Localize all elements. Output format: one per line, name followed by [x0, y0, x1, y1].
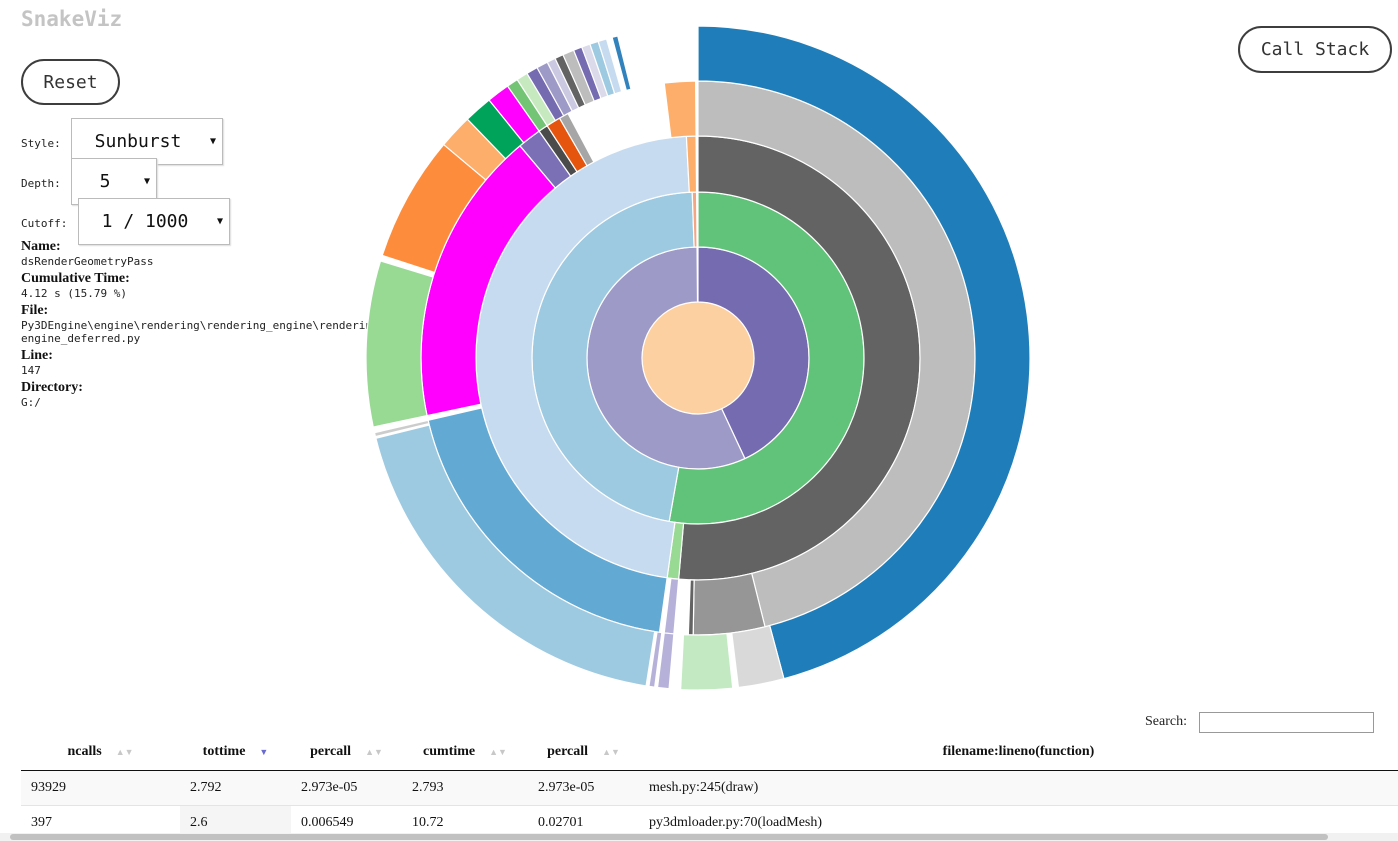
sort-icon: ▲▼: [365, 746, 383, 757]
name-value: dsRenderGeometryPass: [21, 255, 154, 268]
style-label: Style:: [21, 137, 61, 150]
column-header-percall-cum[interactable]: percall ▲▼: [528, 734, 639, 771]
sunburst-segment[interactable]: [365, 260, 434, 428]
sort-desc-icon: ▼: [259, 746, 269, 757]
sunburst-segment[interactable]: [656, 632, 675, 690]
sunburst-segment[interactable]: [648, 631, 663, 688]
name-label: Name:: [21, 239, 61, 254]
file-label: File:: [21, 303, 49, 318]
sunburst-segment[interactable]: [697, 25, 1031, 680]
column-header-function[interactable]: filename:lineno(function): [639, 734, 1398, 771]
info-panel: Name: dsRenderGeometryPass Cumulative Ti…: [21, 239, 391, 412]
sunburst-chart[interactable]: [0, 0, 1398, 700]
search-label: Search:: [1145, 714, 1187, 729]
search-input[interactable]: [1199, 712, 1374, 733]
directory-value: G:/: [21, 396, 41, 409]
column-header-cumtime[interactable]: cumtime ▲▼: [402, 734, 528, 771]
cumtime-value: 4.12 s (15.79 %): [21, 287, 127, 300]
depth-select-value: 5: [99, 171, 111, 192]
sunburst-segment[interactable]: [679, 632, 734, 691]
sunburst-segment[interactable]: [687, 579, 695, 636]
sunburst-segment[interactable]: [731, 624, 785, 689]
cell-percall: 2.973e-05: [291, 770, 402, 806]
call-stack-button[interactable]: Call Stack: [1238, 26, 1392, 73]
cell-percall-cum: 2.973e-05: [528, 770, 639, 806]
chevron-down-icon: ▼: [143, 176, 151, 187]
horizontal-scrollbar[interactable]: [0, 833, 1398, 841]
cell-function: mesh.py:245(draw): [639, 770, 1398, 806]
sort-icon: ▲▼: [115, 746, 134, 757]
line-label: Line:: [21, 348, 53, 363]
depth-label: Depth:: [21, 177, 61, 190]
chevron-down-icon: ▼: [209, 136, 217, 147]
column-header-percall[interactable]: percall ▲▼: [291, 734, 402, 771]
directory-label: Directory:: [21, 380, 83, 395]
sunburst-segment[interactable]: [663, 80, 697, 139]
cell-cumtime: 2.793: [402, 770, 528, 806]
sunburst-segment[interactable]: [597, 38, 623, 95]
cutoff-select-value: 1 / 1000: [101, 211, 189, 232]
column-header-ncalls[interactable]: ncalls ▲▼: [21, 734, 180, 771]
sunburst-segment[interactable]: [692, 572, 766, 636]
sunburst-segment[interactable]: [375, 424, 656, 687]
cumtime-label: Cumulative Time:: [21, 271, 130, 286]
sunburst-segment[interactable]: [611, 35, 632, 92]
scrollbar-thumb[interactable]: [10, 834, 1328, 840]
sort-icon: ▲▼: [489, 746, 507, 757]
line-value: 147: [21, 364, 41, 377]
sort-icon: ▲▼: [602, 746, 620, 757]
sunburst-segment[interactable]: [373, 419, 430, 438]
style-select[interactable]: Sunburst ▼: [71, 118, 223, 165]
column-header-tottime[interactable]: tottime ▼: [180, 734, 291, 771]
cell-ncalls: 93929: [21, 770, 180, 806]
cell-tottime: 2.792: [180, 770, 291, 806]
file-value: Py3DEngine\engine\rendering\rendering_en…: [21, 319, 386, 345]
cutoff-select[interactable]: 1 / 1000 ▼: [78, 198, 230, 245]
style-select-value: Sunburst: [94, 131, 182, 152]
reset-button[interactable]: Reset: [21, 59, 120, 105]
chevron-down-icon: ▼: [216, 216, 224, 227]
table-row[interactable]: 93929 2.792 2.973e-05 2.793 2.973e-05 me…: [21, 770, 1398, 806]
depth-select[interactable]: 5 ▼: [71, 158, 157, 205]
app-title: SnakeViz: [21, 7, 123, 31]
table-header-row: ncalls ▲▼ tottime ▼ percall ▲▼ cumtime ▲▼ pe…: [21, 734, 1398, 771]
stats-table: ncalls ▲▼ tottime ▼ percall ▲▼ cumtime ▲▼ pe…: [21, 734, 1398, 841]
cutoff-label: Cutoff:: [21, 217, 68, 230]
